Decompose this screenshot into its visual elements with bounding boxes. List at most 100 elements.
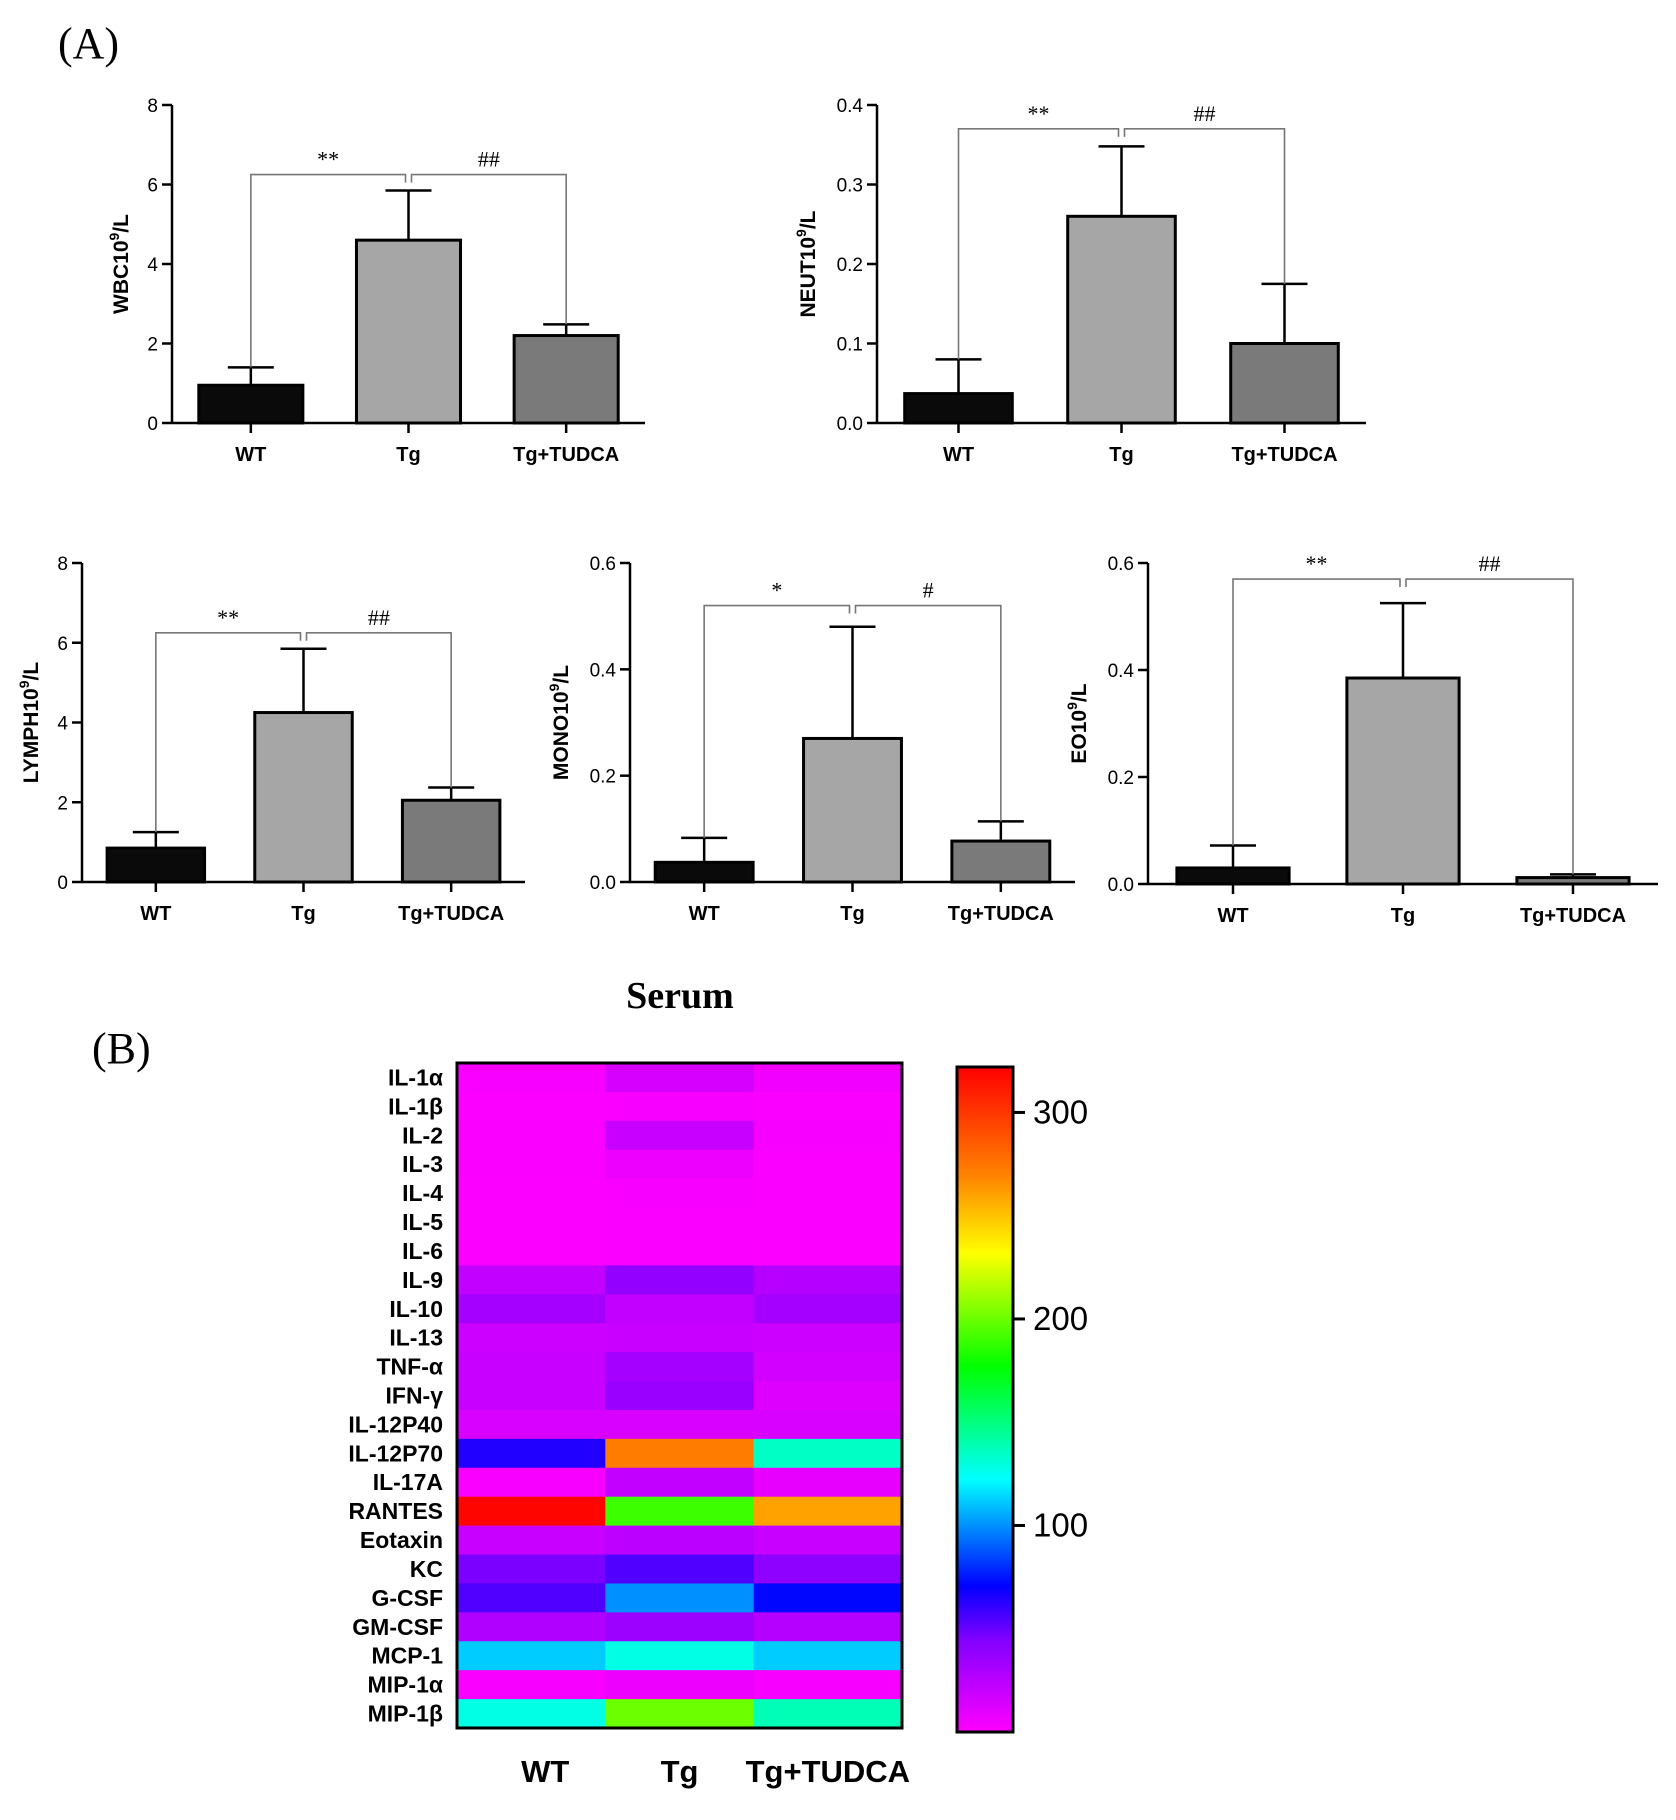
y-tick-label: 6 xyxy=(57,634,68,655)
row-label: IL-3 xyxy=(402,1151,443,1177)
y-tick-label: 4 xyxy=(57,714,68,735)
row-label: IL-1β xyxy=(388,1093,443,1119)
bar-tg-tudca xyxy=(950,839,1052,884)
heatmap-cell xyxy=(753,1236,903,1266)
y-tick-label: 2 xyxy=(57,793,68,814)
significance-label: ** xyxy=(317,147,339,172)
row-label: TNF-α xyxy=(376,1354,443,1380)
heatmap-cell xyxy=(457,1409,606,1440)
row-label: IL-12P40 xyxy=(348,1411,443,1437)
y-tick-label: 0.4 xyxy=(837,96,864,117)
heatmap-cell xyxy=(457,1236,606,1266)
y-label-unit: /L xyxy=(110,214,133,233)
row-label: GM-CSF xyxy=(352,1614,443,1640)
heatmap-cell xyxy=(457,1352,606,1382)
heatmap-cell xyxy=(605,1438,755,1469)
significance-bracket xyxy=(1232,578,1401,846)
heatmap-cell xyxy=(457,1178,606,1209)
heatmap-cell xyxy=(753,1120,903,1151)
significance-label: ## xyxy=(1479,551,1501,576)
panel-b-label: (B) xyxy=(92,1024,151,1073)
eo-bar-chart: 0.0 0.2 0.4 0.6 EO109/L WT Tg Tg+TUDCA ** ## xyxy=(1064,551,1658,927)
heatmap-cell xyxy=(605,1641,755,1671)
heatmap-cell xyxy=(753,1178,903,1209)
y-tick-label: 0.3 xyxy=(837,176,863,197)
significance-bracket xyxy=(305,631,452,788)
y-label-main: WBC10 xyxy=(110,240,133,314)
row-label: MCP-1 xyxy=(371,1643,443,1669)
bar-tg xyxy=(802,736,903,884)
heatmap-cell xyxy=(605,1467,755,1498)
x-tick-label: Tg+TUDCA xyxy=(1520,905,1626,927)
y-tick-label: 0.2 xyxy=(590,767,616,788)
row-label: IL-1α xyxy=(388,1064,443,1090)
heatmap-cell xyxy=(457,1554,606,1585)
heatmap-cell xyxy=(605,1178,755,1209)
y-tick-label: 0.6 xyxy=(590,554,616,575)
significance-label: ## xyxy=(368,605,390,630)
heatmap-cell xyxy=(605,1381,755,1411)
bar-wt xyxy=(903,392,1014,425)
heatmap-cell xyxy=(457,1091,606,1122)
x-tick-label: Tg+TUDCA xyxy=(1231,444,1337,466)
bar-tg xyxy=(253,711,354,884)
heatmap-cell xyxy=(753,1699,903,1729)
heatmap-cell xyxy=(605,1207,755,1238)
row-label: IL-17A xyxy=(373,1469,443,1495)
heatmap-cell xyxy=(457,1323,606,1353)
y-tick-label: 4 xyxy=(147,255,158,276)
heatmap-cell xyxy=(605,1496,755,1527)
heatmap-cell xyxy=(457,1699,606,1729)
y-axis-label: NEUT109/L xyxy=(793,210,820,317)
y-label-sup: 9 xyxy=(106,232,122,240)
heatmap-cell xyxy=(457,1583,606,1613)
significance-label: * xyxy=(771,578,782,603)
y-tick-label: 8 xyxy=(57,554,68,575)
y-tick-label: 2 xyxy=(147,335,158,356)
y-label-unit: /L xyxy=(1068,683,1091,702)
y-tick-label: 0.0 xyxy=(837,414,863,435)
significance-label: ** xyxy=(1306,551,1328,576)
heatmap-cell xyxy=(605,1323,755,1353)
neut-bar-chart: 0.0 0.1 0.2 0.3 0.4 NEUT109/L WT Tg Tg+TUDCA ** ## xyxy=(793,96,1366,466)
row-label: MIP-1β xyxy=(368,1701,443,1727)
colorbar-tick-label: 300 xyxy=(1033,1093,1088,1130)
significance-bracket xyxy=(957,128,1120,360)
heatmap-cell xyxy=(605,1612,755,1642)
row-label: IL-4 xyxy=(402,1180,443,1206)
significance-bracket xyxy=(854,604,1002,822)
row-label: IFN-γ xyxy=(386,1383,444,1409)
x-tick-label: WT xyxy=(943,444,974,466)
heatmap-cell xyxy=(605,1583,755,1613)
x-tick-label: WT xyxy=(140,903,171,925)
heatmap-cell xyxy=(753,1091,903,1122)
y-label-sup: 9 xyxy=(793,229,809,237)
heatmap-title: Serum xyxy=(626,975,734,1017)
row-label: RANTES xyxy=(348,1498,443,1524)
y-tick-label: 0.0 xyxy=(590,873,616,894)
heatmap-cell xyxy=(753,1641,903,1671)
bar-tg-tudca xyxy=(1515,876,1631,886)
heatmap-cell xyxy=(457,1670,606,1700)
row-label: IL-9 xyxy=(402,1267,443,1293)
heatmap-cell xyxy=(457,1381,606,1411)
bar-tg-tudca xyxy=(512,334,620,425)
heatmap-cell xyxy=(753,1409,903,1440)
y-label-sup: 9 xyxy=(16,680,32,688)
y-axis-label: WBC109/L xyxy=(106,214,133,314)
x-tick-label: Tg xyxy=(291,903,315,925)
row-label: G-CSF xyxy=(371,1585,443,1611)
row-label: IL-13 xyxy=(389,1325,443,1351)
bar-wt xyxy=(1175,866,1291,886)
y-axis-label: EO109/L xyxy=(1064,683,1091,763)
heatmap-cell xyxy=(753,1525,903,1556)
heatmap-cell xyxy=(605,1091,755,1122)
heatmap-cell xyxy=(753,1612,903,1642)
heatmap-cell xyxy=(457,1063,606,1093)
heatmap-cell xyxy=(753,1670,903,1700)
heatmap-cell xyxy=(605,1063,755,1093)
colorbar xyxy=(955,1065,1015,1734)
colorbar-tick-label: 100 xyxy=(1033,1506,1088,1543)
wbc-bar-chart: 0 2 4 6 8 WBC109/L WT Tg Tg+TUDCA ** ## xyxy=(106,96,645,466)
